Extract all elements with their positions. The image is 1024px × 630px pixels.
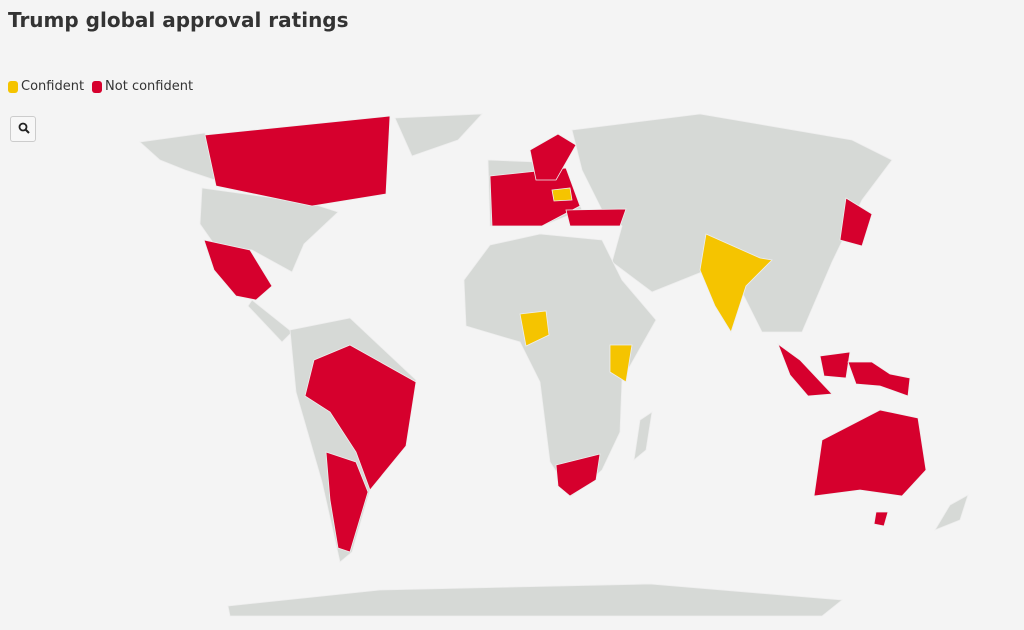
africa	[463, 233, 657, 497]
greenland	[394, 113, 483, 157]
kenya	[609, 344, 633, 383]
indonesia-west	[777, 342, 833, 397]
madagascar	[633, 411, 653, 461]
canada	[204, 115, 391, 207]
indonesia-borneo	[819, 351, 851, 379]
zoom-button[interactable]	[10, 116, 36, 142]
alaska	[139, 132, 216, 181]
legend-label: Confident	[21, 79, 85, 94]
central-america	[247, 299, 293, 343]
tasmania	[873, 511, 889, 527]
india	[699, 233, 773, 333]
new-zealand	[934, 494, 969, 531]
countries	[203, 115, 927, 553]
japan	[839, 197, 873, 247]
legend-item[interactable]: Not confident	[92, 79, 193, 94]
brazil	[304, 344, 417, 491]
turkey	[565, 208, 627, 227]
usa	[199, 187, 339, 273]
indonesia-east	[847, 361, 911, 397]
legend-swatch	[8, 80, 18, 93]
mexico	[203, 239, 273, 301]
legend: Confident Not confident	[8, 79, 193, 94]
antarctica	[227, 583, 844, 617]
australia	[813, 409, 927, 497]
south-africa	[555, 453, 601, 497]
sweden	[529, 133, 577, 181]
legend-item[interactable]: Confident	[8, 79, 84, 94]
legend-swatch	[92, 80, 103, 93]
argentina	[325, 451, 369, 553]
search-icon	[18, 122, 30, 134]
map-title: Trump global approval ratings	[8, 8, 349, 32]
nigeria	[519, 310, 550, 347]
legend-label: Not confident	[105, 79, 194, 94]
hungary	[551, 187, 573, 202]
